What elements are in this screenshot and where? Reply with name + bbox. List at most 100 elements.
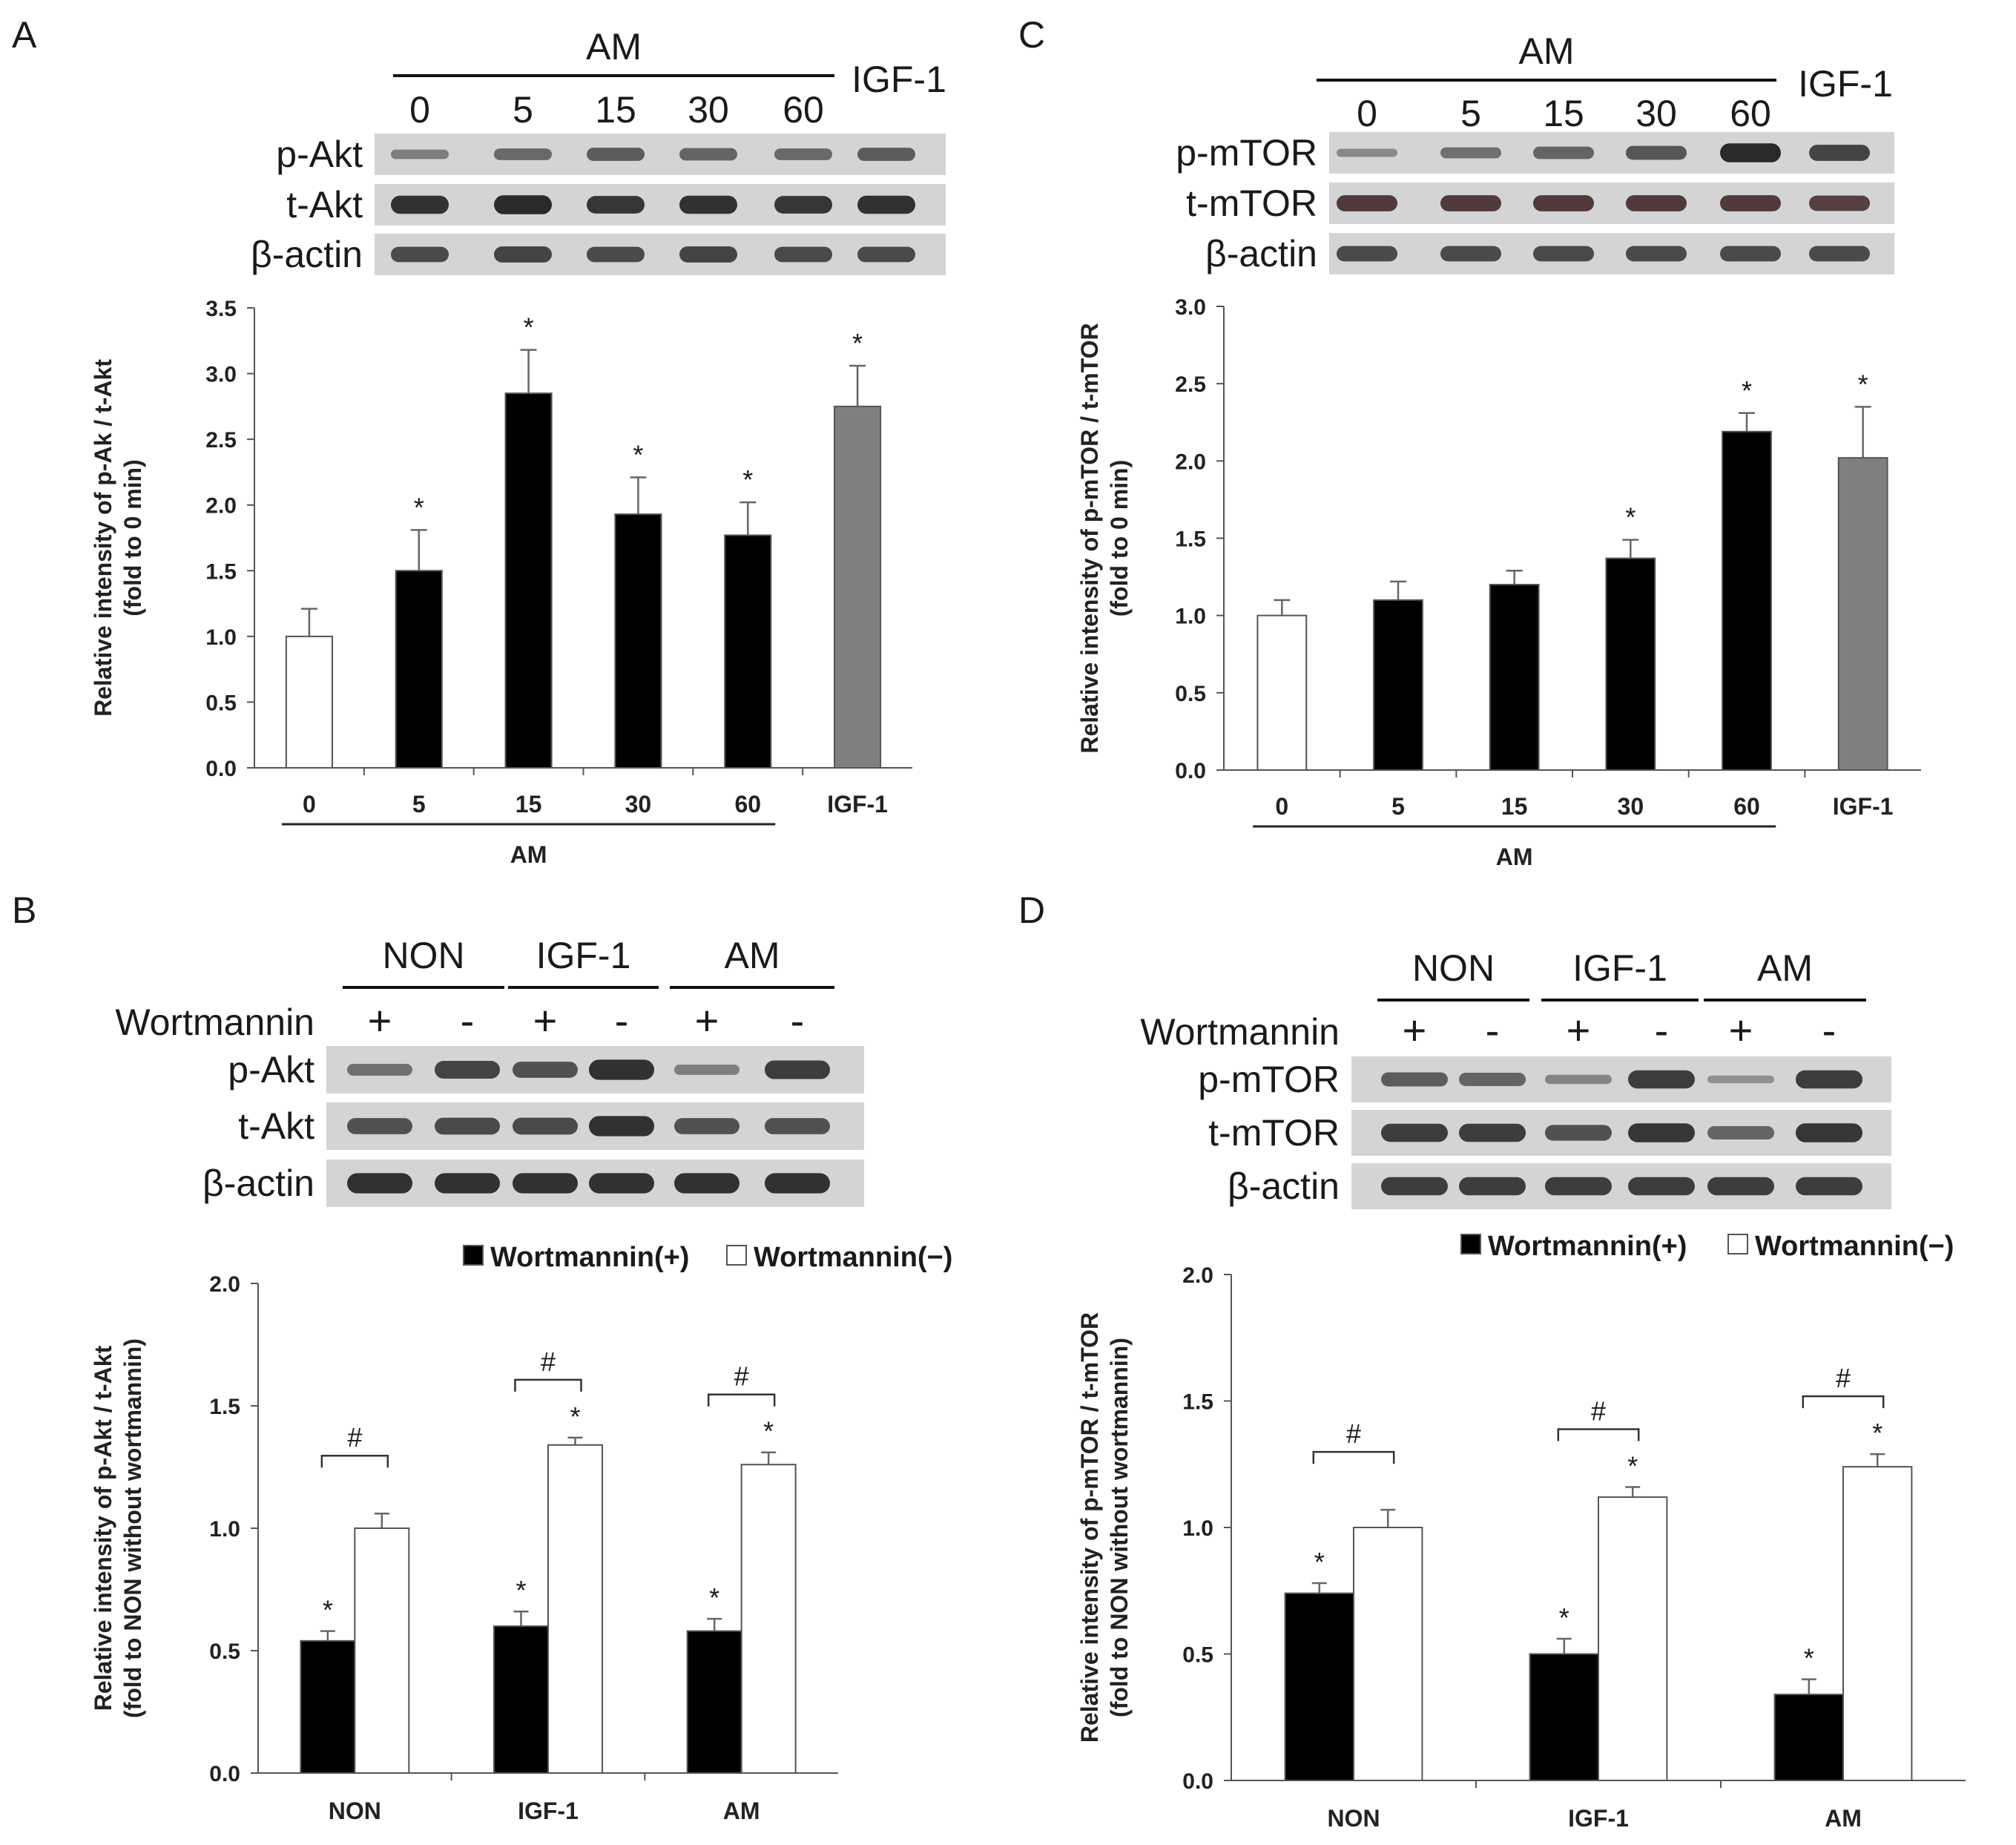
bar-30: [614, 513, 662, 769]
blot-row-0-band: [1626, 145, 1687, 160]
significance-bracket: [1802, 1395, 1885, 1409]
bar-NON-plus: [300, 1640, 356, 1775]
blot-row-0-band: [679, 148, 737, 161]
lane-label: 60: [783, 89, 824, 131]
y-tick-label: 2.0: [205, 494, 237, 519]
y-tick-label: 1.0: [1182, 1516, 1213, 1541]
bar-30: [1605, 557, 1656, 771]
blot-row-0-band: [435, 1061, 500, 1079]
significance-mark: *: [1804, 1643, 1814, 1674]
bar-AM-plus: [686, 1630, 742, 1775]
blot-row-1-band: [587, 196, 645, 214]
panel-c-chart: 0.0 0.5 1.0 1.5 2.0 2.5 3.0 0 5 15 * 30 * 60 * IGF-1 AM R…: [1076, 295, 1921, 870]
significance-mark: *: [1742, 375, 1752, 406]
blot-row-label: p-Akt: [228, 1049, 314, 1091]
x-category-label: 30: [625, 791, 652, 818]
significance-mark: *: [323, 1595, 333, 1625]
legend-label-plus: Wortmannin(+): [1488, 1231, 1687, 1262]
bar-5: [395, 570, 443, 769]
y-axis-label: Relative intensity of p-mTOR / t-mTOR: [1076, 1312, 1103, 1743]
blot-row-1-band: [1459, 1123, 1526, 1142]
blot-row-1-band: [435, 1117, 500, 1135]
x-category-label: 5: [1391, 793, 1405, 820]
blot-row-2-band: [1707, 1177, 1774, 1196]
y-axis-label-sub: (fold to NON without wortmannin): [1106, 1338, 1133, 1717]
bar-NON-minus: [354, 1527, 410, 1774]
x-category-label: 0: [1275, 793, 1288, 820]
wortmannin-sign: +: [368, 997, 392, 1044]
blot-row-0-band: [857, 148, 915, 161]
bracket-mark: #: [541, 1346, 556, 1377]
blot-row-1-band: [1545, 1125, 1612, 1141]
significance-mark: *: [524, 312, 534, 343]
wortmannin-sign: +: [695, 997, 719, 1044]
significance-mark: *: [1559, 1602, 1569, 1633]
significance-mark: *: [570, 1401, 580, 1432]
lane-label: 0: [1357, 93, 1377, 134]
y-axis-label-sub: (fold to NON without wortmannin): [119, 1338, 146, 1718]
y-tick-label: 0.0: [205, 757, 237, 781]
blot-row-2-band: [391, 246, 449, 263]
bar-60: [1722, 430, 1772, 771]
blot-row-label: β-actin: [1228, 1165, 1340, 1207]
blot-row-2-band: [1628, 1177, 1695, 1196]
blot-row-1-strip: [375, 184, 946, 226]
blot-row-1-strip: [1329, 182, 1894, 224]
blot-row-2-band: [1809, 246, 1870, 262]
blot-row-2-band: [1440, 246, 1501, 262]
blot-row-2-band: [679, 246, 737, 263]
blot-row-1-band: [494, 195, 552, 214]
legend: Wortmannin(+) Wortmannin(−): [463, 1242, 952, 1273]
blot-row-1-band: [765, 1118, 830, 1134]
blot-row-1-band: [1440, 195, 1501, 211]
bar-IGF-1-minus: [547, 1444, 603, 1775]
panel-letter-c: C: [1018, 14, 1045, 56]
blot-row-2-band: [1459, 1177, 1526, 1196]
lane-label: 15: [595, 89, 636, 131]
bracket-mark: #: [347, 1422, 362, 1453]
y-tick-label: 2.0: [1182, 1263, 1213, 1288]
igf-lane-label: IGF-1: [1798, 63, 1893, 105]
blot-row-label: p-mTOR: [1176, 132, 1317, 174]
bar-AM-plus: [1773, 1694, 1845, 1782]
bracket-mark: #: [1591, 1395, 1606, 1426]
blot-row-0-band: [1628, 1070, 1695, 1089]
bar-60: [724, 534, 772, 769]
significance-mark: *: [709, 1582, 719, 1613]
blot-row-0-band: [1809, 145, 1870, 161]
bar-IGF-1-plus: [493, 1625, 549, 1774]
panel-d-blot: D NON IGF-1 AM Wortmannin + - + - + - p-mTOR t-mTOR β…: [1018, 889, 1891, 1209]
bar-15: [1489, 584, 1540, 771]
bar-0: [1256, 614, 1308, 772]
blot-row-0-band: [1440, 147, 1501, 159]
y-tick-label: 0.0: [1182, 1769, 1213, 1794]
blot-row-2-band: [1381, 1177, 1448, 1196]
wortmannin-sign: -: [791, 997, 805, 1044]
wortmannin-label: Wortmannin: [115, 1002, 314, 1043]
blot-row-0-band: [587, 148, 645, 161]
significance-mark: *: [1858, 369, 1868, 399]
blot-row-2-band: [1796, 1177, 1862, 1196]
blot-row-0-band: [589, 1059, 654, 1080]
blot-row-label: t-Akt: [238, 1105, 314, 1147]
blot-row-0-band: [1707, 1075, 1774, 1084]
blot-row-2-band: [1545, 1177, 1612, 1196]
legend-swatch-minus: [1727, 1234, 1748, 1254]
y-tick-label: 1.5: [1175, 527, 1206, 552]
blot-row-2-band: [774, 246, 832, 263]
panel-d-chart: 0.0 0.5 1.0 1.5 2.0 * # NON * * # IGF-1 * * # AM Wortman…: [1076, 1231, 1966, 1832]
y-tick-label: 0.0: [1175, 759, 1206, 783]
blot-row-0-band: [765, 1060, 830, 1079]
blot-row-2-band: [494, 246, 552, 263]
significance-mark: *: [852, 328, 863, 358]
panel-b-chart: 0.0 0.5 1.0 1.5 2.0 * # NON * * # IGF-1 * * # AM Wortman…: [90, 1242, 952, 1824]
y-tick-label: 1.5: [209, 1395, 240, 1419]
significance-bracket: [1312, 1450, 1395, 1464]
y-axis-label: Relative intensity of p-Akt / t-Akt: [90, 1345, 116, 1711]
y-tick-label: 1.0: [209, 1517, 240, 1542]
blot-row-0-band: [674, 1065, 739, 1075]
am-group-label: AM: [1519, 30, 1575, 72]
wortmannin-sign: +: [1403, 1007, 1427, 1053]
igf-lane-label: IGF-1: [851, 59, 946, 100]
